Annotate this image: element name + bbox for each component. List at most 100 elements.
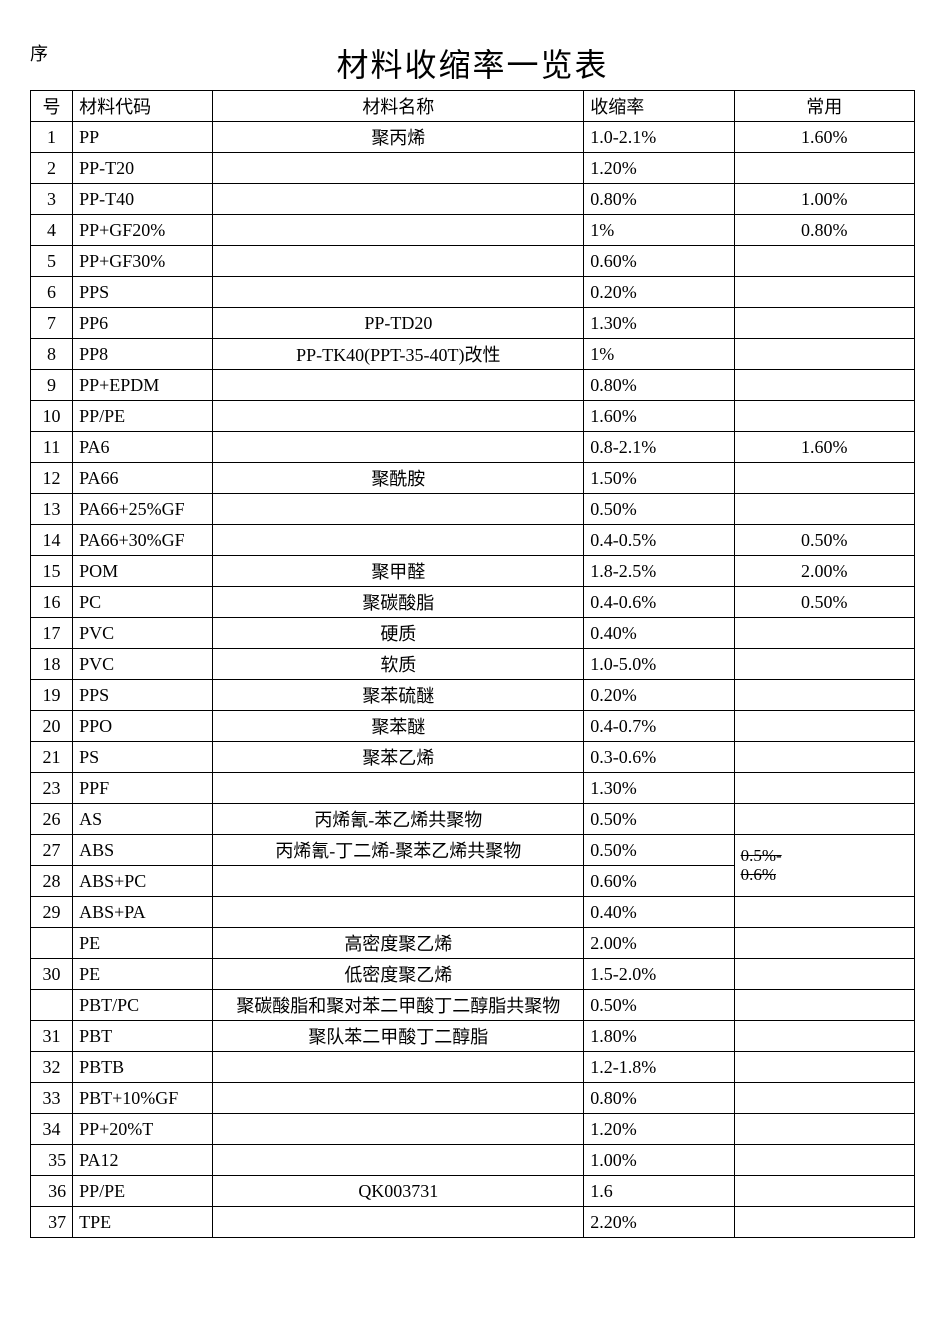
cell-code: PP+GF20% [73, 215, 213, 246]
cell-code: PP/PE [73, 401, 213, 432]
cell-code: ABS [73, 835, 213, 866]
cell-name [213, 1083, 584, 1114]
table-row: 18PVC软质1.0-5.0% [31, 649, 915, 680]
table-row: 12PA66聚酰胺1.50% [31, 463, 915, 494]
cell-rate: 1.30% [584, 773, 734, 804]
cell-name [213, 277, 584, 308]
cell-name: 低密度聚乙烯 [213, 959, 584, 990]
cell-code: PA6 [73, 432, 213, 463]
cell-seq: 5 [31, 246, 73, 277]
cell-name [213, 494, 584, 525]
cell-rate: 0.20% [584, 680, 734, 711]
cell-code: PP8 [73, 339, 213, 370]
cell-code: PC [73, 587, 213, 618]
table-row: 4PP+GF20%1%0.80% [31, 215, 915, 246]
cell-name: 聚酰胺 [213, 463, 584, 494]
cell-seq: 16 [31, 587, 73, 618]
cell-seq: 30 [31, 959, 73, 990]
cell-common [734, 959, 914, 990]
cell-name: 丙烯氰-丁二烯-聚苯乙烯共聚物 [213, 835, 584, 866]
cell-code: PP [73, 122, 213, 153]
table-row: 37TPE2.20% [31, 1207, 915, 1238]
cell-name [213, 215, 584, 246]
table-row: 21PS聚苯乙烯0.3-0.6% [31, 742, 915, 773]
cell-code: PS [73, 742, 213, 773]
cell-rate: 0.3-0.6% [584, 742, 734, 773]
cell-code: POM [73, 556, 213, 587]
cell-code: PBT/PC [73, 990, 213, 1021]
table-row: 17PVC硬质0.40% [31, 618, 915, 649]
cell-rate: 1.8-2.5% [584, 556, 734, 587]
cell-seq: 29 [31, 897, 73, 928]
table-row: 7PP6PP-TD201.30% [31, 308, 915, 339]
cell-seq [31, 990, 73, 1021]
cell-name: 高密度聚乙烯 [213, 928, 584, 959]
cell-rate: 1.00% [584, 1145, 734, 1176]
cell-seq: 6 [31, 277, 73, 308]
cell-common [734, 928, 914, 959]
cell-seq: 19 [31, 680, 73, 711]
cell-seq: 8 [31, 339, 73, 370]
cell-rate: 1.60% [584, 401, 734, 432]
cell-rate: 1.5-2.0% [584, 959, 734, 990]
table-row: 19PPS聚苯硫醚0.20% [31, 680, 915, 711]
cell-name [213, 184, 584, 215]
cell-common [734, 618, 914, 649]
cell-seq: 28 [31, 866, 73, 897]
cell-common: 1.60% [734, 432, 914, 463]
cell-name: PP-TD20 [213, 308, 584, 339]
cell-seq: 2 [31, 153, 73, 184]
table-row: 3PP-T400.80%1.00% [31, 184, 915, 215]
cell-code: ABS+PA [73, 897, 213, 928]
cell-common [734, 246, 914, 277]
cell-rate: 0.8-2.1% [584, 432, 734, 463]
cell-name: 聚队苯二甲酸丁二醇脂 [213, 1021, 584, 1052]
cell-rate: 0.4-0.6% [584, 587, 734, 618]
cell-name: 软质 [213, 649, 584, 680]
table-row: 5PP+GF30%0.60% [31, 246, 915, 277]
cell-code: PP-T20 [73, 153, 213, 184]
cell-code: PPF [73, 773, 213, 804]
table-row: 20PPO聚苯醚0.4-0.7% [31, 711, 915, 742]
cell-name: PP-TK40(PPT-35-40T)改性 [213, 339, 584, 370]
cell-common [734, 1145, 914, 1176]
cell-name [213, 525, 584, 556]
cell-code: PP/PE [73, 1176, 213, 1207]
cell-common [734, 804, 914, 835]
cell-code: PBT [73, 1021, 213, 1052]
cell-name [213, 1207, 584, 1238]
cell-seq [31, 928, 73, 959]
cell-name [213, 370, 584, 401]
cell-common: 1.00% [734, 184, 914, 215]
cell-name: 聚丙烯 [213, 122, 584, 153]
cell-common [734, 463, 914, 494]
cell-name: 聚苯乙烯 [213, 742, 584, 773]
cell-seq: 1 [31, 122, 73, 153]
cell-name: 聚碳酸脂 [213, 587, 584, 618]
cell-common: 0.50% [734, 525, 914, 556]
table-row: 27ABS丙烯氰-丁二烯-聚苯乙烯共聚物0.50%0.5%-0.6% [31, 835, 915, 866]
cell-code: PBTB [73, 1052, 213, 1083]
table-row: 35PA121.00% [31, 1145, 915, 1176]
cell-rate: 1.6 [584, 1176, 734, 1207]
cell-common: 0.5%-0.6% [734, 835, 914, 897]
cell-name [213, 1114, 584, 1145]
cell-rate: 1.50% [584, 463, 734, 494]
table-row: 32PBTB1.2-1.8% [31, 1052, 915, 1083]
cell-common: 1.60% [734, 122, 914, 153]
table-row: 9PP+EPDM0.80% [31, 370, 915, 401]
cell-common [734, 711, 914, 742]
cell-code: PVC [73, 649, 213, 680]
cell-rate: 2.20% [584, 1207, 734, 1238]
cell-rate: 2.00% [584, 928, 734, 959]
cell-seq: 14 [31, 525, 73, 556]
cell-common [734, 680, 914, 711]
cell-rate: 1.0-5.0% [584, 649, 734, 680]
cell-code: TPE [73, 1207, 213, 1238]
cell-seq: 21 [31, 742, 73, 773]
seq-prefix-label: 序 [30, 40, 48, 66]
cell-code: PPS [73, 680, 213, 711]
table-row: 13PA66+25%GF0.50% [31, 494, 915, 525]
cell-rate: 1.20% [584, 1114, 734, 1145]
table-row: 34PP+20%T1.20% [31, 1114, 915, 1145]
